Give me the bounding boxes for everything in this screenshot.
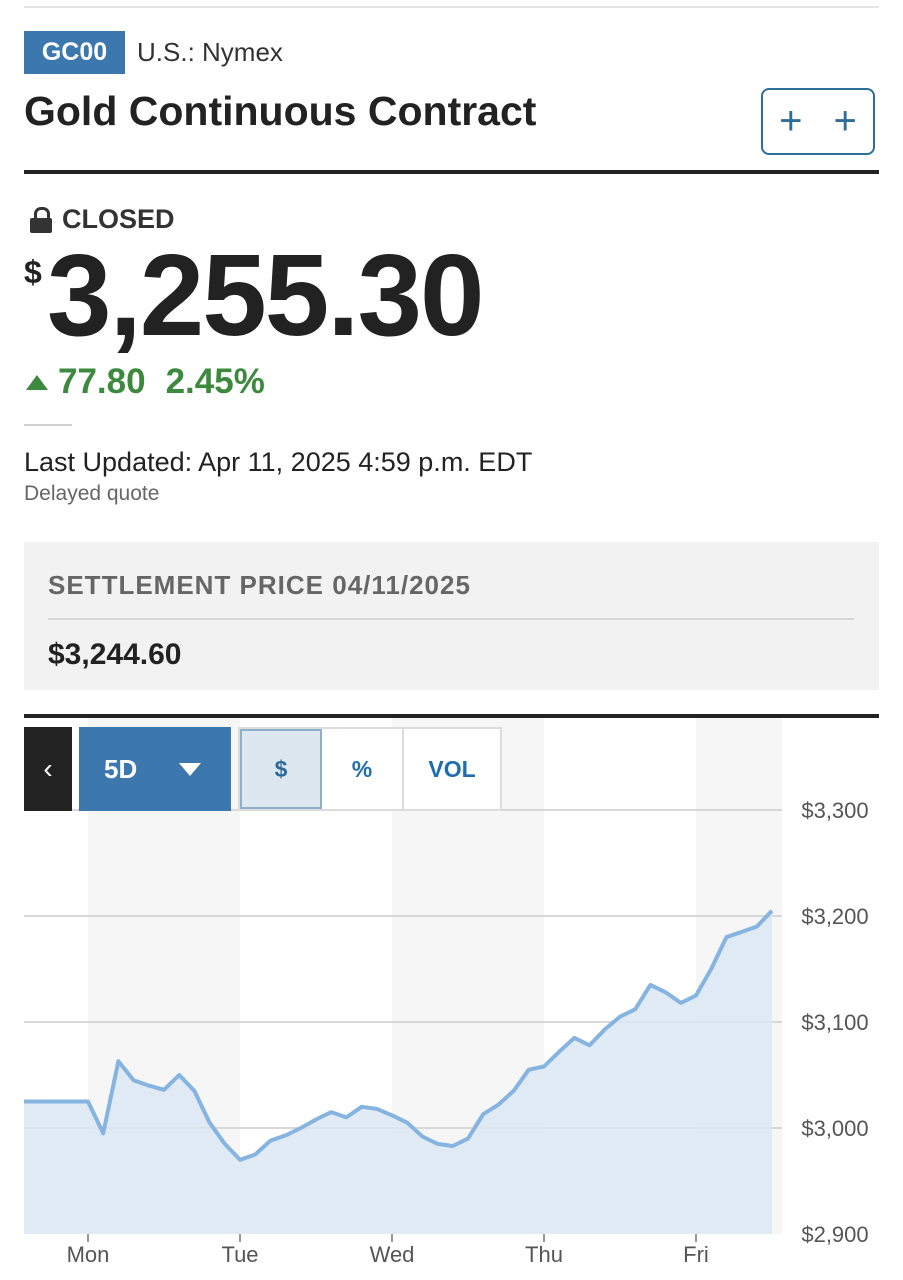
price-line [24, 909, 774, 1162]
short-divider [24, 424, 72, 426]
mode-dollar-button[interactable]: $ [240, 729, 322, 809]
market-status: CLOSED [30, 204, 175, 235]
settlement-panel: SETTLEMENT PRICE 04/11/2025 $3,244.60 [24, 542, 879, 690]
header-divider [24, 170, 879, 174]
x-tick-label: Mon [67, 1242, 110, 1267]
y-tick-label: $3,000 [801, 1116, 868, 1141]
range-dropdown-label: 5D [104, 753, 138, 784]
settlement-value: $3,244.60 [48, 638, 182, 671]
chevron-left-icon: ‹ [43, 753, 53, 784]
mode-volume-button[interactable]: VOL [428, 755, 476, 782]
y-tick-label: $3,200 [801, 904, 868, 929]
last-price: 3,255.30 [47, 230, 485, 360]
x-tick-label: Tue [221, 1242, 258, 1267]
y-tick-label: $2,900 [801, 1222, 868, 1247]
delayed-quote-note: Delayed quote [24, 482, 160, 505]
change-percent: 2.45% [165, 362, 265, 401]
x-tick-label: Fri [683, 1242, 709, 1267]
change-points: 77.80 [58, 362, 146, 401]
chart-divider [24, 714, 879, 718]
last-updated: Last Updated: Apr 11, 2025 4:59 p.m. EDT [24, 447, 533, 477]
chart-mode-toggle: $ % VOL [238, 727, 502, 811]
triangle-up-icon [26, 374, 48, 390]
market-status-text: CLOSED [62, 204, 175, 234]
page-title: Gold Continuous Contract [24, 88, 537, 134]
range-dropdown[interactable]: 5D [79, 727, 231, 811]
lock-icon [30, 206, 52, 233]
y-tick-label: $3,100 [801, 1010, 868, 1035]
price-change: 77.80 2.45% [26, 362, 265, 402]
x-tick-label: Wed [370, 1242, 415, 1267]
currency-symbol: $ [24, 254, 42, 290]
exchange-label: U.S.: Nymex [137, 37, 283, 67]
add-to-watchlist-button[interactable]: + + [761, 88, 875, 155]
chart-back-button[interactable]: ‹ [24, 727, 72, 811]
ticker-badge: GC00 [24, 31, 125, 74]
chevron-down-icon [179, 762, 202, 776]
price-area [24, 910, 772, 1234]
settlement-label: SETTLEMENT PRICE 04/11/2025 [48, 570, 471, 600]
y-tick-label: $3,300 [801, 798, 868, 823]
settlement-divider [48, 618, 854, 620]
plus-icon: + + [779, 99, 867, 143]
mode-percent-button[interactable]: % [322, 729, 404, 809]
x-tick-label: Thu [525, 1242, 563, 1267]
top-divider [24, 6, 879, 8]
